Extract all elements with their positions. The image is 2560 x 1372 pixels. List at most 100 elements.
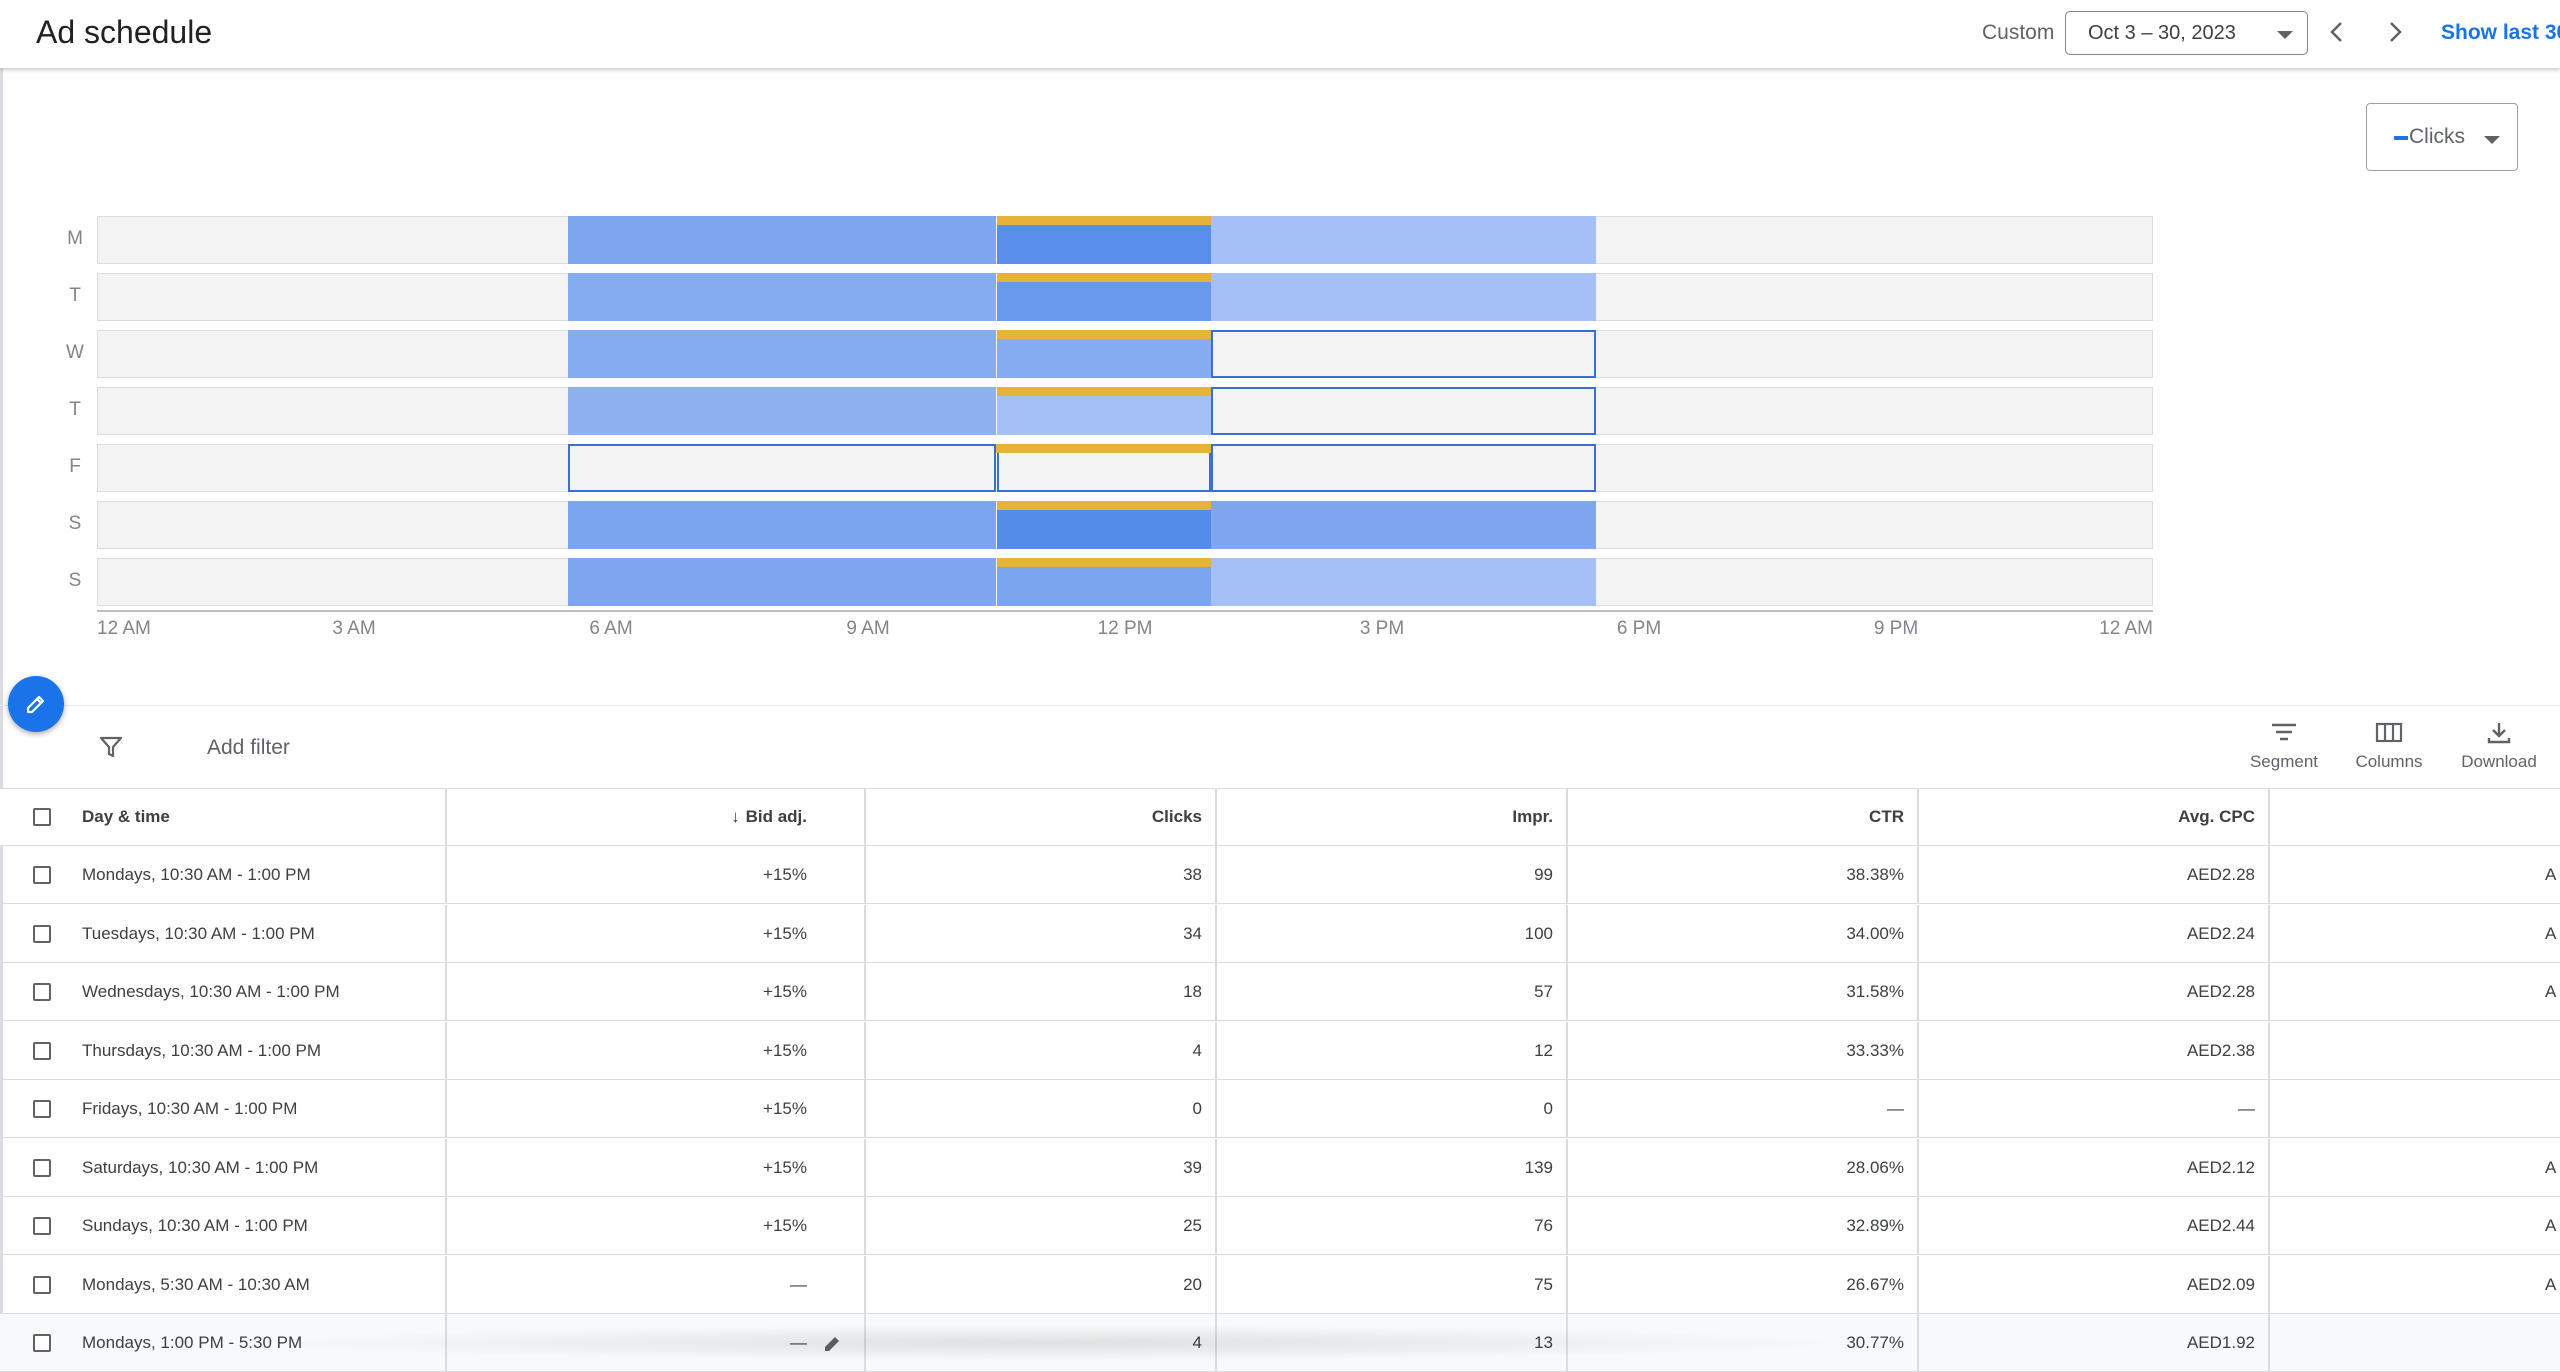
select-all-checkbox[interactable] [33,808,51,826]
edit-schedule-button[interactable] [8,676,64,732]
column-header-avg-cpc[interactable]: Avg. CPC [2178,807,2255,826]
schedule-cell[interactable] [996,273,1211,321]
row-checkbox[interactable] [33,1158,51,1177]
columns-button[interactable]: Columns [2350,720,2428,772]
column-divider[interactable] [1566,788,1568,846]
time-tick-label: 12 PM [1097,618,1153,639]
schedule-cell[interactable] [996,501,1211,549]
column-divider [1917,1080,1919,1138]
row-checkbox[interactable] [33,1100,51,1118]
cell-bid-adj[interactable]: +15% [763,923,807,943]
column-header-day-time[interactable]: Day & time [82,807,170,826]
schedule-cell[interactable] [568,216,997,264]
bid-adjustment-indicator [996,443,1212,453]
table-row[interactable]: Wednesdays, 10:30 AM - 1:00 PM +15% 18 57 31… [0,963,2560,1021]
table-row[interactable]: Tuesdays, 10:30 AM - 1:00 PM +15% 34 100 34.… [0,904,2560,963]
schedule-cell[interactable] [1210,558,1597,606]
table-row[interactable]: Fridays, 10:30 AM - 1:00 PM +15% 0 0 — — [0,1080,2560,1138]
column-divider [1566,963,1568,1021]
next-period-button[interactable] [2377,14,2413,50]
table-row[interactable]: Saturdays, 10:30 AM - 1:00 PM +15% 39 139 28… [0,1138,2560,1197]
row-checkbox[interactable] [33,1334,51,1352]
column-divider[interactable] [1917,788,1919,846]
add-filter-button[interactable]: Add filter [207,736,290,759]
column-divider [445,846,447,904]
schedule-cell[interactable] [568,387,997,435]
schedule-cell[interactable] [1210,444,1597,492]
cell-bid-adj[interactable]: +15% [763,982,807,1001]
previous-period-button[interactable] [2320,14,2356,50]
table-row[interactable]: Mondays, 10:30 AM - 1:00 PM +15% 38 99 38.38… [0,846,2560,904]
row-checkbox[interactable] [33,1217,51,1235]
cell-day-time: Thursdays, 10:30 AM - 1:00 PM [82,1040,322,1060]
column-divider [864,1021,866,1080]
schedule-cell[interactable] [996,387,1211,435]
column-header-clicks[interactable]: Clicks [1151,807,1202,826]
cell-bid-adj[interactable]: — [445,1314,807,1372]
column-divider [2268,1138,2270,1197]
schedule-cell[interactable] [1210,501,1597,549]
schedule-cell[interactable] [568,330,997,378]
column-divider[interactable] [1215,788,1217,846]
cell-bid-adj[interactable]: +15% [763,1216,807,1235]
edit-bid-icon[interactable] [822,1332,844,1354]
cell-bid-adj[interactable]: +15% [763,1040,807,1060]
schedule-cell[interactable] [1210,216,1597,264]
cell-bid-adj[interactable]: +15% [763,865,807,884]
cell-truncated [2545,1080,2560,1138]
time-tick-label: 12 AM [2099,618,2153,639]
table-row[interactable]: Sundays, 10:30 AM - 1:00 PM +15% 25 76 32.89… [0,1197,2560,1255]
bid-adj-header-label: Bid adj. [745,807,807,826]
time-tick-label: 3 AM [332,618,376,639]
schedule-cell[interactable] [996,216,1211,264]
cell-avg-cpc: AED2.28 [2186,865,2255,884]
cell-day-time: Mondays, 10:30 AM - 1:00 PM [82,865,311,884]
row-checkbox[interactable] [33,1041,51,1060]
day-label: W [66,342,84,363]
cell-bid-adj[interactable]: — [790,1274,807,1294]
schedule-cell[interactable] [1210,330,1597,378]
schedule-cell[interactable] [568,558,997,606]
cell-ctr: — [1887,1099,1904,1118]
bid-adjustment-indicator [996,273,1211,282]
pencil-icon [26,695,45,714]
show-last-link[interactable]: Show last 30 [2441,21,2560,44]
table-row[interactable]: Thursdays, 10:30 AM - 1:00 PM +15% 4 12 33.3… [0,1021,2560,1080]
column-divider [1566,1080,1568,1138]
row-checkbox[interactable] [33,924,51,943]
column-divider[interactable] [864,788,866,846]
schedule-cell[interactable] [996,558,1211,606]
cell-clicks: 38 [1183,865,1202,884]
schedule-heatmap: M T W T F S S 12 AM 3 AM 6 AM 9 AM 12 PM 3 PM 6 PM 9 P… [0,210,2200,650]
column-divider [445,963,447,1021]
row-checkbox[interactable] [33,983,51,1001]
column-divider [1917,1197,1919,1255]
row-checkbox[interactable] [33,1275,51,1294]
cell-day-time: Mondays, 5:30 AM - 10:30 AM [82,1274,310,1294]
column-header-bid-adj[interactable]: ↓ Bid adj. [445,789,807,847]
segment-button[interactable]: Segment [2245,720,2323,772]
column-divider [1917,963,1919,1021]
cell-bid-adj[interactable]: +15% [763,1099,807,1118]
schedule-cell[interactable] [568,501,997,549]
schedule-cell[interactable] [1210,387,1597,435]
column-divider[interactable] [445,788,447,846]
column-divider [445,1080,447,1138]
schedule-cell[interactable] [996,330,1211,378]
schedule-cell[interactable] [568,444,997,492]
column-header-impr[interactable]: Impr. [1512,807,1553,826]
cell-bid-adj[interactable]: +15% [763,1157,807,1177]
date-range-select[interactable]: Oct 3 – 30, 2023 [2065,11,2308,55]
schedule-cell[interactable] [568,273,997,321]
cell-truncated: A [2545,1216,2557,1235]
metric-selector[interactable]: Clicks [2366,103,2518,171]
column-header-ctr[interactable]: CTR [1869,807,1904,826]
row-checkbox[interactable] [33,866,51,884]
column-divider [1215,1021,1217,1080]
table-row[interactable]: Mondays, 5:30 AM - 10:30 AM — 20 75 26.67% AE… [0,1255,2560,1314]
schedule-cell[interactable] [1210,273,1597,321]
column-divider[interactable] [2268,788,2270,846]
schedule-cell[interactable] [996,443,1212,492]
filter-icon[interactable] [98,734,124,765]
download-button[interactable]: Download [2455,720,2543,772]
